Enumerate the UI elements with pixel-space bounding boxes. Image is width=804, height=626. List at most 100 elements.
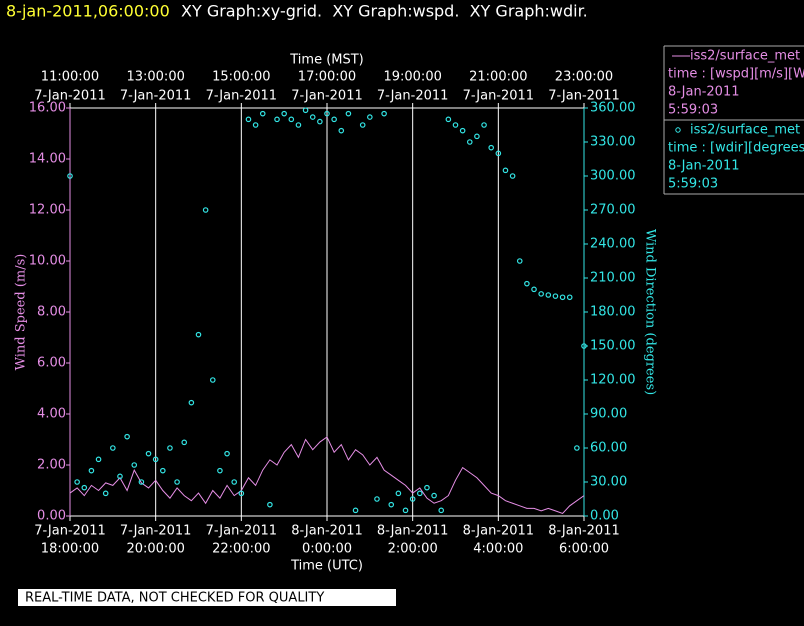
wind-direction-point [181, 439, 188, 446]
wind-direction-point [331, 116, 337, 123]
x-tick-date: 7-Jan-2011 [206, 524, 278, 539]
wind-direction-point [345, 110, 352, 117]
wind-direction-point [574, 445, 580, 451]
y2-tick-label: 270.00 [590, 203, 636, 218]
y2-tick-label: 30.00 [590, 475, 627, 490]
wind-direction-point [167, 445, 173, 451]
wind-direction-point [445, 116, 452, 123]
x-tick-date: 8-Jan-2011 [377, 524, 449, 539]
y-tick-label: 16.00 [29, 101, 66, 116]
wind-direction-point [359, 122, 366, 128]
legend-line: time : [wdir][degrees][V [668, 141, 804, 156]
footer: REAL-TIME DATA, NOT CHECKED FOR QUALITY [25, 591, 324, 606]
wind-direction-point [488, 144, 494, 151]
x-tick-label: 6:00:00 [559, 542, 609, 557]
x-tick-date: 8-Jan-2011 [548, 524, 620, 539]
wind-direction-point [224, 450, 230, 457]
legend-line: 8-Jan-2011 [668, 85, 740, 100]
wind-direction-point [538, 291, 544, 297]
x2-tick-date: 7-Jan-2011 [291, 89, 363, 104]
y-tick-label: 12.00 [29, 203, 66, 218]
wind-direction-point [202, 207, 209, 213]
wind-direction-point [317, 118, 323, 125]
wind-direction-point [281, 110, 287, 117]
y2-tick-label: 240.00 [590, 237, 636, 252]
wind-direction-point [516, 258, 523, 264]
x-tick-date: 8-Jan-2011 [463, 524, 535, 539]
wind-direction-point [531, 286, 537, 293]
x2-tick-label: 23:00:00 [555, 70, 613, 85]
wind-direction-point [274, 116, 280, 123]
x2-tick-date: 7-Jan-2011 [206, 89, 278, 104]
wind-direction-point [152, 456, 159, 463]
y2-tick-label: 120.00 [590, 373, 636, 388]
wind-direction-point [402, 507, 409, 514]
wind-direction-point [502, 167, 509, 174]
wind-direction-point [74, 479, 80, 485]
wind-direction-point [160, 467, 166, 474]
wind-direction-point [438, 507, 445, 514]
y2-tick-label: 60.00 [590, 441, 627, 456]
y-tick-label: 0.00 [37, 509, 66, 524]
wind-direction-point [566, 294, 573, 301]
wind-direction-point [174, 479, 180, 485]
x-tick-label: 2:00:00 [388, 542, 438, 557]
wind-direction-point [245, 116, 252, 123]
y2-tick-label: 330.00 [590, 135, 636, 150]
y2-tick-label: 180.00 [590, 305, 636, 320]
wind-direction-point [295, 122, 302, 128]
wind-direction-point [459, 127, 466, 134]
wind-direction-point [509, 173, 516, 179]
x2-tick-label: 21:00:00 [469, 70, 527, 85]
wind-direction-point [95, 456, 102, 463]
legend-entry: iss2/surface_met [690, 123, 800, 138]
y-tick-label: 2.00 [37, 458, 66, 473]
x2-tick-label: 19:00:00 [383, 70, 441, 85]
wind-direction-point [124, 433, 130, 440]
y2-tick-label: 300.00 [590, 169, 636, 184]
wind-direction-point [466, 139, 473, 145]
y-tick-label: 6.00 [37, 356, 66, 371]
legend-swatch [675, 127, 681, 133]
x-tick-label: 18:00:00 [41, 542, 99, 557]
wind-direction-point [81, 484, 88, 491]
y2-tick-label: 360.00 [590, 101, 636, 116]
x2-tick-label: 11:00:00 [41, 70, 99, 85]
wind-direction-point [117, 473, 123, 480]
wind-direction-point [431, 492, 437, 499]
x-tick-date: 7-Jan-2011 [34, 524, 106, 539]
wind-direction-point [252, 122, 259, 128]
legend-line: 5:59:03 [668, 177, 718, 192]
wind-direction-point [545, 292, 552, 298]
footer-box [18, 589, 396, 606]
wind-speed-line [69, 436, 585, 515]
y-tick-label: 14.00 [29, 152, 66, 167]
wind-direction-point [388, 501, 395, 508]
x2-tick-label: 13:00:00 [126, 70, 184, 85]
legend-entry: iss2/surface_met [690, 49, 800, 64]
wind-direction-point [374, 496, 380, 502]
wind-direction-point [395, 490, 402, 497]
x2-tick-label: 15:00:00 [212, 70, 270, 85]
wind-direction-point [138, 479, 145, 485]
timestamp: 8-jan-2011,06:00:00 [6, 2, 170, 21]
wind-direction-point [309, 114, 316, 120]
wind-direction-point [188, 399, 195, 406]
x-tick-label: 4:00:00 [473, 542, 523, 557]
y-axis-title: Wind Speed (m/s) [14, 254, 29, 371]
wind-direction-point [581, 343, 587, 349]
legend-line: time : [wspd][m/s][Wind [668, 67, 804, 82]
x2-tick-date: 7-Jan-2011 [377, 89, 449, 104]
wind-direction-point [559, 294, 566, 301]
x-tick-label: 0:00:00 [302, 542, 352, 557]
y2-tick-label: 210.00 [590, 271, 636, 286]
x-axis-title: Time (UTC) [290, 559, 363, 574]
wind-direction-point [524, 280, 530, 287]
x2-tick-date: 7-Jan-2011 [463, 89, 535, 104]
y-tick-label: 10.00 [29, 254, 66, 269]
wind-direction-point [231, 479, 237, 485]
x2-tick-date: 7-Jan-2011 [120, 89, 192, 104]
wind-direction-point [424, 484, 430, 491]
